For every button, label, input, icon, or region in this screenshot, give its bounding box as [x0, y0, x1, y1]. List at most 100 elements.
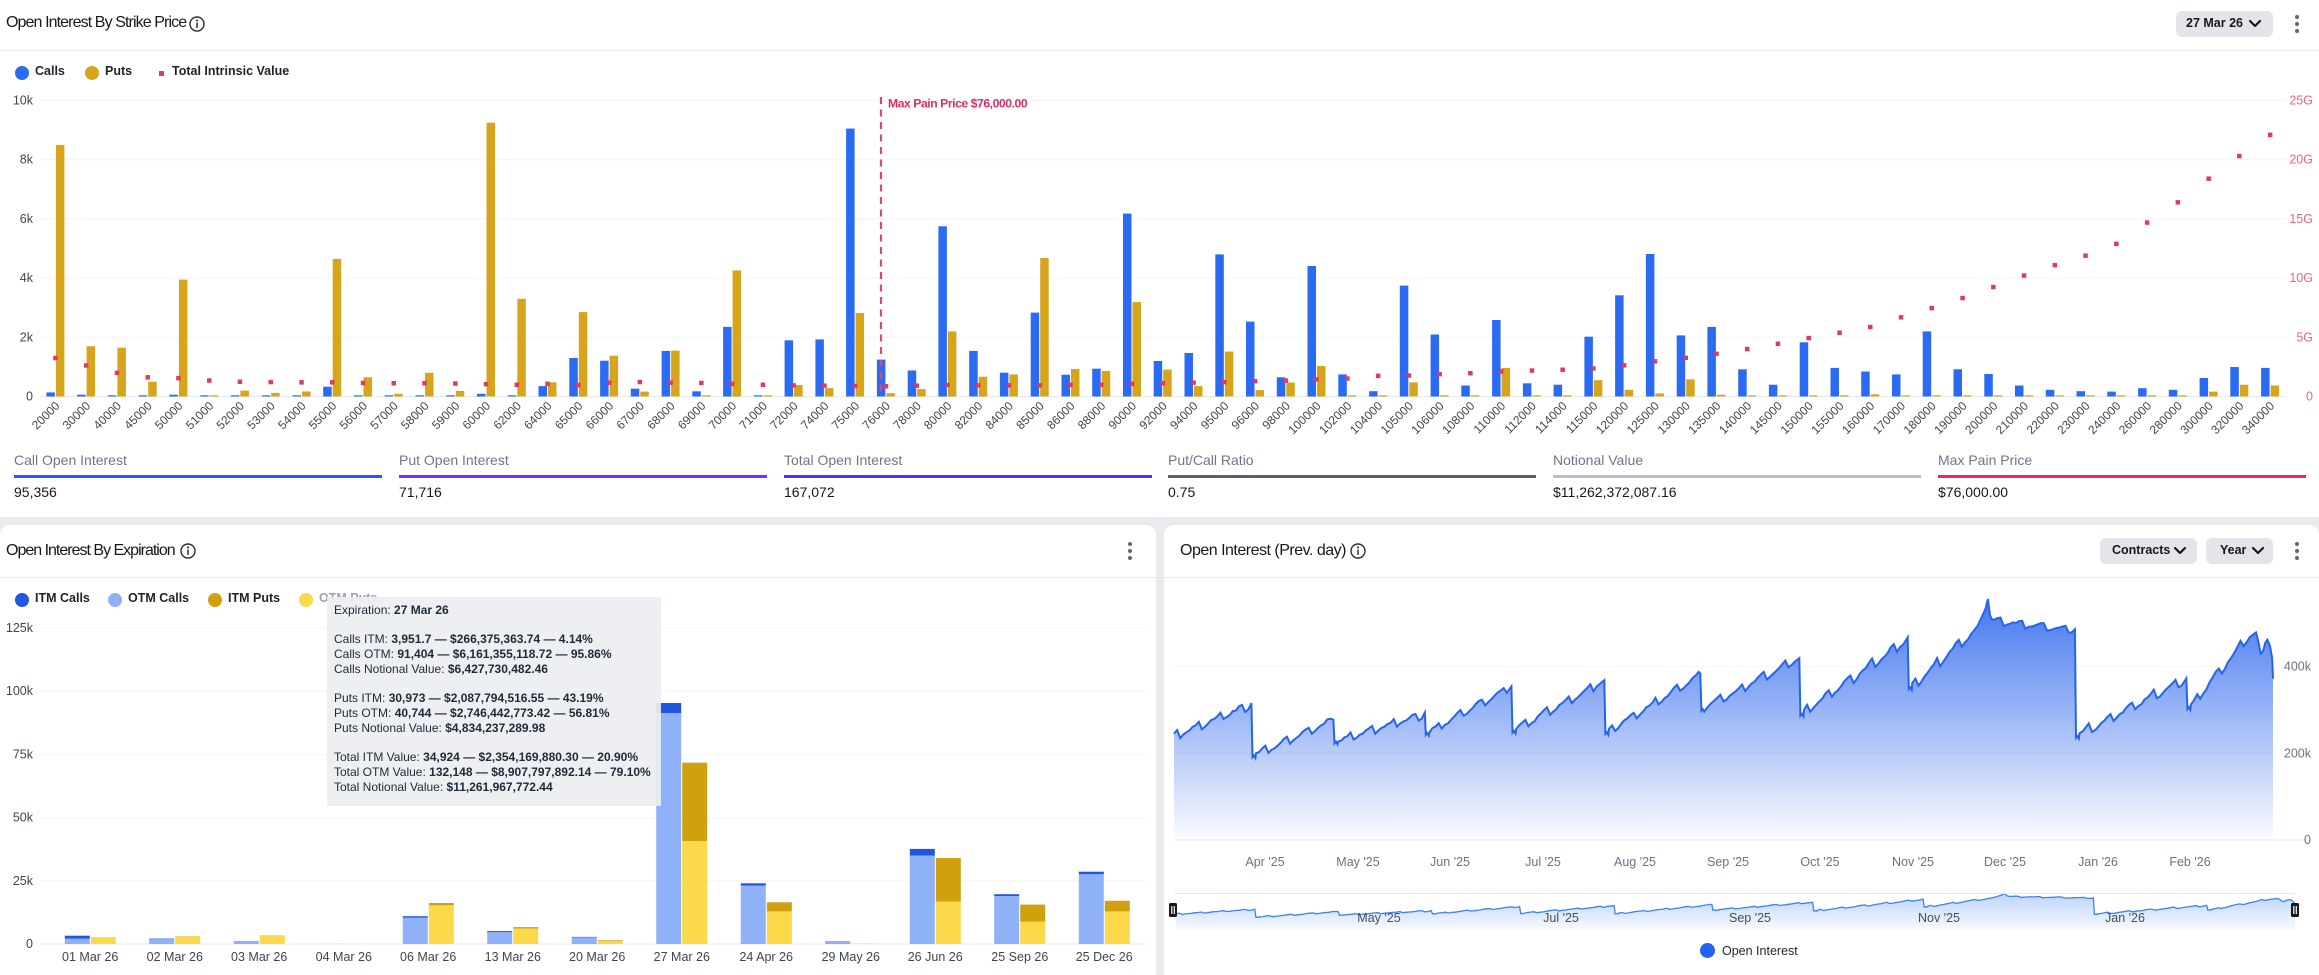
svg-text:69000: 69000 [675, 398, 709, 432]
svg-text:Apr '25: Apr '25 [1245, 855, 1284, 869]
svg-text:94000: 94000 [1167, 398, 1201, 432]
svg-text:Nov '25: Nov '25 [1892, 855, 1934, 869]
svg-text:125k: 125k [6, 621, 34, 635]
svg-text:01 Mar 26: 01 Mar 26 [62, 950, 118, 964]
svg-text:67000: 67000 [613, 398, 647, 432]
svg-text:50000: 50000 [152, 398, 186, 432]
svg-text:03 Mar 26: 03 Mar 26 [231, 950, 287, 964]
svg-text:90000: 90000 [1106, 398, 1140, 432]
svg-text:105000: 105000 [1378, 398, 1416, 436]
svg-text:May '25: May '25 [1357, 911, 1400, 925]
svg-text:92000: 92000 [1136, 398, 1170, 432]
svg-text:64000: 64000 [521, 398, 555, 432]
svg-text:135000: 135000 [1685, 398, 1723, 436]
svg-text:02 Mar 26: 02 Mar 26 [147, 950, 203, 964]
svg-text:25k: 25k [13, 874, 34, 888]
svg-text:Sep '25: Sep '25 [1707, 855, 1749, 869]
svg-text:400k: 400k [2284, 660, 2312, 674]
svg-text:20G: 20G [2289, 153, 2313, 167]
svg-text:104000: 104000 [1347, 398, 1385, 436]
svg-text:Jul '25: Jul '25 [1543, 911, 1579, 925]
svg-text:84000: 84000 [983, 398, 1017, 432]
svg-text:120000: 120000 [1593, 398, 1631, 436]
svg-text:56000: 56000 [337, 398, 371, 432]
svg-text:Dec '25: Dec '25 [1984, 855, 2026, 869]
svg-text:106000: 106000 [1409, 398, 1447, 436]
svg-text:76000: 76000 [860, 398, 894, 432]
svg-text:0: 0 [26, 937, 33, 951]
svg-text:200k: 200k [2284, 746, 2312, 760]
svg-text:04 Mar 26: 04 Mar 26 [316, 950, 372, 964]
svg-text:100000: 100000 [1285, 398, 1323, 436]
svg-text:27 Mar 26: 27 Mar 26 [654, 950, 710, 964]
svg-text:78000: 78000 [890, 398, 924, 432]
svg-text:230000: 230000 [2054, 398, 2092, 436]
svg-text:Max Pain Price $76,000.00: Max Pain Price $76,000.00 [888, 97, 1028, 111]
svg-text:58000: 58000 [398, 398, 432, 432]
svg-text:13 Mar 26: 13 Mar 26 [485, 950, 541, 964]
svg-text:86000: 86000 [1044, 398, 1078, 432]
svg-text:300000: 300000 [2178, 398, 2216, 436]
svg-text:80000: 80000 [921, 398, 955, 432]
svg-text:25 Sep 26: 25 Sep 26 [991, 950, 1048, 964]
svg-text:71000: 71000 [737, 398, 771, 432]
svg-text:0: 0 [2304, 833, 2311, 847]
svg-text:66000: 66000 [583, 398, 617, 432]
svg-text:114000: 114000 [1532, 398, 1570, 436]
svg-text:Jun '25: Jun '25 [1430, 855, 1470, 869]
svg-text:74000: 74000 [798, 398, 832, 432]
svg-text:260000: 260000 [2116, 398, 2154, 436]
svg-text:140000: 140000 [1716, 398, 1754, 436]
svg-text:75000: 75000 [829, 398, 863, 432]
svg-text:280000: 280000 [2147, 398, 2185, 436]
svg-text:51000: 51000 [183, 398, 217, 432]
svg-text:2k: 2k [20, 330, 34, 344]
svg-text:50k: 50k [13, 811, 34, 825]
svg-text:72000: 72000 [767, 398, 801, 432]
svg-text:Jan '26: Jan '26 [2105, 911, 2145, 925]
svg-text:Oct '25: Oct '25 [1800, 855, 1839, 869]
svg-text:53000: 53000 [244, 398, 278, 432]
svg-text:May '25: May '25 [1336, 855, 1379, 869]
svg-text:75k: 75k [13, 747, 34, 761]
svg-text:95000: 95000 [1198, 398, 1232, 432]
svg-text:30000: 30000 [60, 398, 94, 432]
svg-text:220000: 220000 [2024, 398, 2062, 436]
svg-text:210000: 210000 [1993, 398, 2031, 436]
svg-text:180000: 180000 [1901, 398, 1939, 436]
svg-text:26 Jun 26: 26 Jun 26 [908, 950, 963, 964]
svg-text:112000: 112000 [1501, 398, 1539, 436]
svg-text:52000: 52000 [214, 398, 248, 432]
svg-text:65000: 65000 [552, 398, 586, 432]
svg-text:340000: 340000 [2239, 398, 2277, 436]
svg-text:170000: 170000 [1870, 398, 1908, 436]
svg-text:Feb '26: Feb '26 [2169, 855, 2210, 869]
svg-text:88000: 88000 [1075, 398, 1109, 432]
svg-text:115000: 115000 [1563, 398, 1601, 436]
svg-text:0: 0 [2306, 390, 2313, 404]
svg-text:20 Mar 26: 20 Mar 26 [569, 950, 625, 964]
svg-text:25G: 25G [2289, 94, 2313, 108]
svg-text:10k: 10k [13, 94, 34, 108]
svg-text:60000: 60000 [460, 398, 494, 432]
svg-text:59000: 59000 [429, 398, 463, 432]
svg-text:6k: 6k [20, 212, 34, 226]
svg-text:45000: 45000 [121, 398, 155, 432]
svg-text:100k: 100k [6, 684, 34, 698]
svg-text:20000: 20000 [29, 398, 63, 432]
svg-text:55000: 55000 [306, 398, 340, 432]
svg-text:320000: 320000 [2208, 398, 2246, 436]
svg-text:4k: 4k [20, 271, 34, 285]
svg-text:Jan '26: Jan '26 [2078, 855, 2118, 869]
svg-text:Nov '25: Nov '25 [1918, 911, 1960, 925]
svg-text:200000: 200000 [1962, 398, 2000, 436]
svg-text:125000: 125000 [1624, 398, 1662, 436]
svg-text:62000: 62000 [490, 398, 524, 432]
svg-text:29 May 26: 29 May 26 [822, 950, 880, 964]
svg-text:96000: 96000 [1229, 398, 1263, 432]
svg-text:110000: 110000 [1471, 398, 1509, 436]
svg-text:85000: 85000 [1013, 398, 1047, 432]
svg-text:54000: 54000 [275, 398, 309, 432]
svg-text:68000: 68000 [644, 398, 678, 432]
svg-text:102000: 102000 [1316, 398, 1354, 436]
